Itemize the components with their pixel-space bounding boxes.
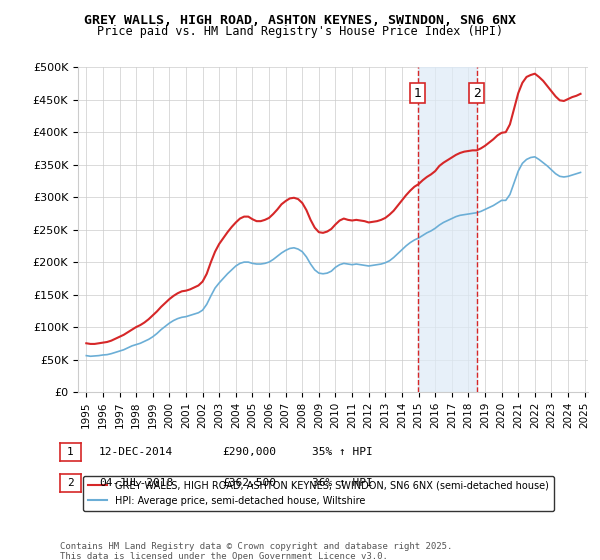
Text: Contains HM Land Registry data © Crown copyright and database right 2025.
This d: Contains HM Land Registry data © Crown c… [60,542,452,560]
Bar [418,67,476,392]
Text: 04-JUL-2018: 04-JUL-2018 [99,478,173,488]
Text: 1: 1 [67,447,74,457]
Text: 2: 2 [67,478,74,488]
Text: Price paid vs. HM Land Registry's House Price Index (HPI): Price paid vs. HM Land Registry's House … [97,25,503,38]
Legend: GREY WALLS, HIGH ROAD, ASHTON KEYNES, SWINDON, SN6 6NX (semi-detached house), HP: GREY WALLS, HIGH ROAD, ASHTON KEYNES, SW… [83,476,554,511]
Text: 12-DEC-2014: 12-DEC-2014 [99,447,173,457]
Text: £362,500: £362,500 [222,478,276,488]
Text: 36% ↑ HPI: 36% ↑ HPI [312,478,373,488]
Text: 35% ↑ HPI: 35% ↑ HPI [312,447,373,457]
Text: £290,000: £290,000 [222,447,276,457]
Text: 2: 2 [473,87,481,100]
Text: 1: 1 [414,87,422,100]
Text: GREY WALLS, HIGH ROAD, ASHTON KEYNES, SWINDON, SN6 6NX: GREY WALLS, HIGH ROAD, ASHTON KEYNES, SW… [84,14,516,27]
